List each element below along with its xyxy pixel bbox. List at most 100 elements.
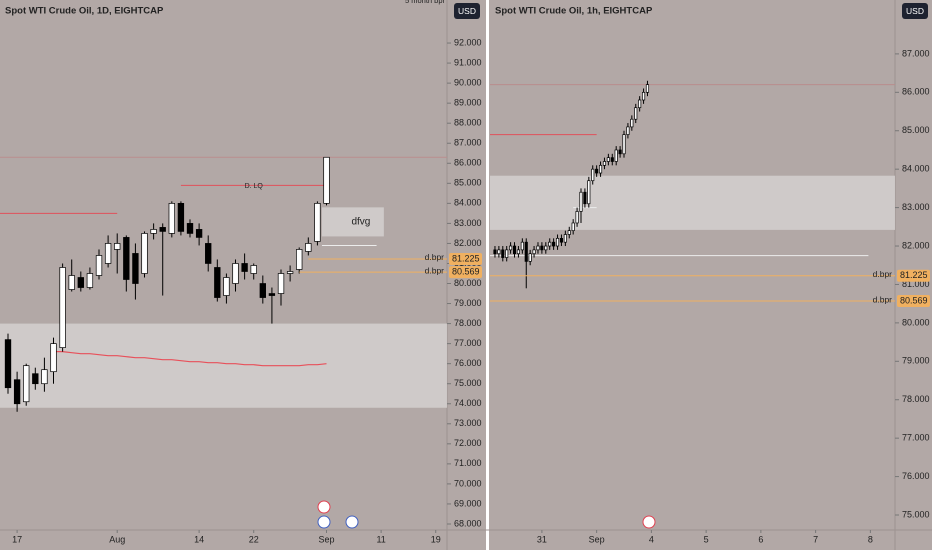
zone bbox=[0, 323, 447, 408]
y-tick-label: 77.000 bbox=[902, 433, 930, 443]
candle-body bbox=[241, 263, 248, 272]
candle-body bbox=[614, 149, 618, 162]
y-tick-label: 85.000 bbox=[902, 125, 930, 135]
y-tick-label: 84.000 bbox=[454, 198, 482, 208]
x-tick-label: 6 bbox=[758, 534, 763, 544]
candle-body bbox=[232, 263, 239, 284]
x-tick-label: Aug bbox=[109, 534, 125, 544]
chart-title: Spot WTI Crude Oil, 1h, EIGHTCAP bbox=[495, 6, 653, 17]
y-tick-label: 70.000 bbox=[454, 478, 482, 488]
y-tick-label: 76.000 bbox=[454, 358, 482, 368]
x-tick-label: 8 bbox=[868, 534, 873, 544]
y-tick-label: 87.000 bbox=[454, 138, 482, 148]
y-tick-label: 82.000 bbox=[902, 240, 930, 250]
bpr-name: d.bpr bbox=[873, 294, 893, 304]
candle-body bbox=[512, 245, 517, 255]
candle-body bbox=[575, 211, 579, 224]
currency-button-bg[interactable] bbox=[454, 3, 480, 19]
candle-body bbox=[595, 168, 599, 174]
candle-body bbox=[68, 275, 75, 290]
x-tick-label: Sep bbox=[319, 534, 335, 544]
candle-body bbox=[77, 277, 84, 288]
candle-body bbox=[497, 249, 501, 255]
price-label-bg bbox=[449, 252, 482, 265]
bpr-name: d.bpr bbox=[425, 252, 445, 262]
candle-body bbox=[86, 273, 94, 288]
x-tick-label: 31 bbox=[537, 534, 547, 544]
y-tick-label: 80.000 bbox=[902, 317, 930, 327]
flag-icon[interactable] bbox=[317, 515, 331, 529]
zone bbox=[321, 207, 384, 237]
currency-button[interactable]: USD bbox=[906, 6, 924, 16]
event-icon[interactable] bbox=[317, 500, 331, 514]
y-tick-label: 69.000 bbox=[454, 498, 482, 508]
candle-body bbox=[579, 191, 583, 212]
y-tick-label: 84.000 bbox=[902, 164, 930, 174]
price-label-bg bbox=[897, 295, 930, 308]
y-tick-label: 76.000 bbox=[902, 471, 930, 481]
candle-body bbox=[618, 149, 622, 155]
candle-body bbox=[571, 222, 575, 232]
flag-icon[interactable] bbox=[345, 515, 359, 529]
candle-body bbox=[641, 91, 646, 101]
candle-body bbox=[559, 237, 564, 243]
currency-button-bg[interactable] bbox=[902, 3, 928, 19]
y-tick-label: 79.000 bbox=[454, 298, 482, 308]
y-tick-label: 92.000 bbox=[454, 37, 482, 47]
candle-body bbox=[214, 267, 221, 298]
candle-body bbox=[509, 245, 513, 251]
candle-body bbox=[536, 245, 540, 251]
candle-body bbox=[95, 255, 103, 276]
candle-body bbox=[41, 369, 48, 385]
chart-note: 5 month bpr bbox=[405, 0, 446, 5]
candle-body bbox=[168, 203, 175, 234]
x-tick-label: 11 bbox=[376, 534, 385, 544]
x-tick-label: 5 bbox=[704, 534, 709, 544]
y-tick-label: 78.000 bbox=[902, 394, 930, 404]
candle-body bbox=[505, 249, 509, 258]
bpr-name: d.bpr bbox=[425, 265, 445, 275]
moving-average bbox=[53, 351, 327, 367]
candle-body bbox=[114, 243, 121, 250]
y-tick-label: 71.000 bbox=[454, 458, 482, 468]
y-tick-label: 77.000 bbox=[454, 338, 482, 348]
candle-body bbox=[552, 241, 556, 247]
candle-body bbox=[23, 365, 30, 403]
candle-body bbox=[528, 253, 532, 262]
y-tick-label: 73.000 bbox=[454, 418, 482, 428]
candle-body bbox=[610, 157, 614, 162]
currency-button[interactable]: USD bbox=[458, 6, 476, 16]
candle-body bbox=[150, 229, 157, 234]
candle-body bbox=[544, 245, 548, 251]
y-tick-label: 80.000 bbox=[454, 278, 482, 288]
candle-body bbox=[186, 223, 194, 234]
event-icon[interactable] bbox=[642, 515, 656, 529]
x-tick-label: 19 bbox=[431, 534, 441, 544]
candle-body bbox=[268, 293, 276, 296]
candle-body bbox=[626, 126, 630, 135]
candle-body bbox=[305, 243, 312, 252]
candle-body bbox=[598, 164, 603, 174]
candle-body bbox=[50, 343, 57, 373]
candle-body bbox=[493, 249, 497, 255]
candle-body bbox=[501, 249, 505, 258]
candle-body bbox=[277, 273, 285, 294]
candle-body bbox=[567, 230, 571, 235]
candle-body bbox=[602, 161, 607, 166]
candle-body bbox=[195, 229, 203, 238]
candle-body bbox=[123, 237, 130, 280]
x-tick-label: Sep bbox=[589, 534, 605, 544]
candle-body bbox=[645, 84, 650, 93]
candle-body bbox=[296, 249, 303, 270]
price-label-bg bbox=[897, 269, 930, 282]
candle-body bbox=[159, 227, 166, 232]
candle-body bbox=[104, 243, 112, 264]
y-tick-label: 88.000 bbox=[454, 118, 482, 128]
candle-body bbox=[516, 249, 520, 255]
y-tick-label: 79.000 bbox=[902, 356, 930, 366]
y-tick-label: 83.000 bbox=[454, 218, 482, 228]
candle-body bbox=[630, 118, 634, 128]
price-label: 80.569 bbox=[452, 266, 480, 276]
